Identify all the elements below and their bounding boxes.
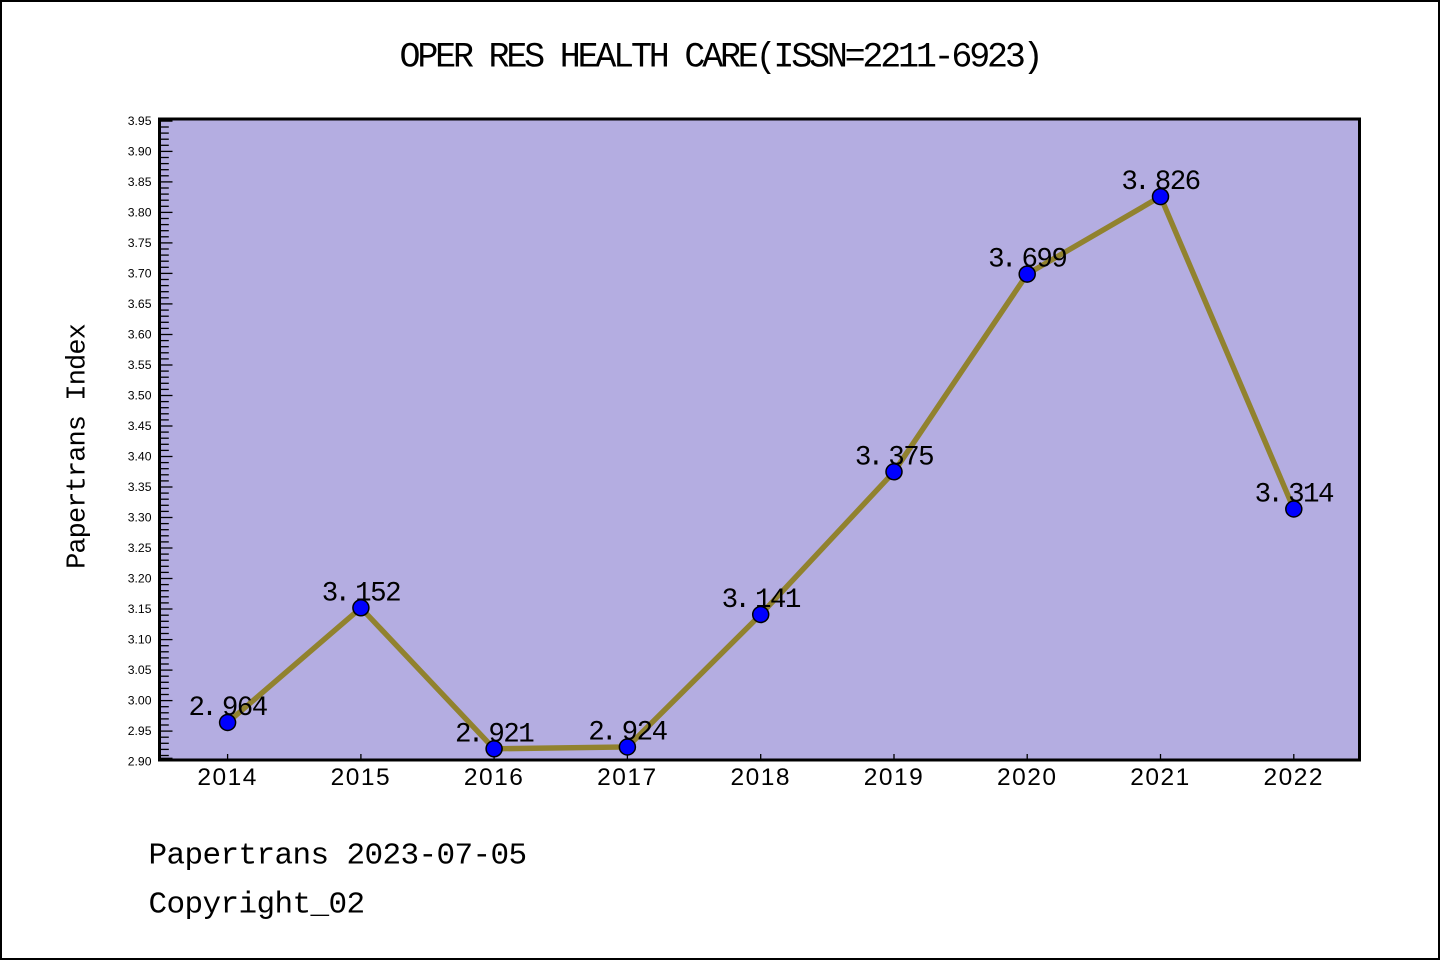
svg-text:2020: 2020 [997,764,1058,791]
svg-text:3.15: 3.15 [128,602,152,616]
svg-text:3.10: 3.10 [128,633,152,647]
svg-text:3.55: 3.55 [128,358,152,372]
svg-text:3.80: 3.80 [128,205,152,219]
svg-text:3.25: 3.25 [128,541,152,555]
svg-text:3.75: 3.75 [128,236,152,250]
svg-text:3.35: 3.35 [128,480,152,494]
svg-text:OPER RES HEALTH CARE(ISSN=2211: OPER RES HEALTH CARE(ISSN=2211-6923) [400,38,1041,78]
svg-text:3.40: 3.40 [128,449,152,463]
svg-text:3.314: 3. 314 [1255,480,1334,511]
svg-text:2.924: 2. 924 [588,718,667,749]
svg-text:3.30: 3.30 [128,510,152,524]
svg-text:2019: 2019 [864,764,925,791]
svg-text:2017: 2017 [597,764,658,791]
svg-text:3.50: 3.50 [128,388,152,402]
svg-text:2022: 2022 [1264,764,1325,791]
svg-text:3.699: 3. 699 [988,245,1066,276]
svg-text:2021: 2021 [1130,764,1191,791]
svg-text:3.95: 3.95 [128,114,152,128]
svg-text:2014: 2014 [197,764,258,791]
svg-text:3.90: 3.90 [128,144,152,158]
svg-text:3.826: 3. 826 [1121,167,1199,198]
svg-text:3.05: 3.05 [128,663,152,677]
svg-text:3.20: 3.20 [128,571,152,585]
svg-text:Papertrans 2023-07-05: Papertrans 2023-07-05 [149,839,527,874]
svg-text:2018: 2018 [730,764,791,791]
svg-text:Papertrans Index: Papertrans Index [64,324,94,569]
svg-text:3.60: 3.60 [128,327,152,341]
svg-text:2.90: 2.90 [128,755,152,769]
svg-text:3.70: 3.70 [128,266,152,280]
svg-text:3.152: 3. 152 [322,578,400,609]
svg-text:3.45: 3.45 [128,419,152,433]
svg-text:2015: 2015 [331,764,392,791]
svg-text:3.85: 3.85 [128,175,152,189]
svg-text:3.00: 3.00 [128,694,152,708]
svg-text:3.375: 3. 375 [855,442,933,473]
svg-text:2.921: 2. 921 [455,719,534,750]
svg-text:Copyright_02: Copyright_02 [149,888,365,923]
svg-text:2.95: 2.95 [128,724,152,738]
svg-text:3.141: 3. 141 [722,585,801,616]
svg-text:2016: 2016 [464,764,525,791]
svg-text:3.65: 3.65 [128,297,152,311]
svg-text:2.964: 2. 964 [188,693,267,724]
